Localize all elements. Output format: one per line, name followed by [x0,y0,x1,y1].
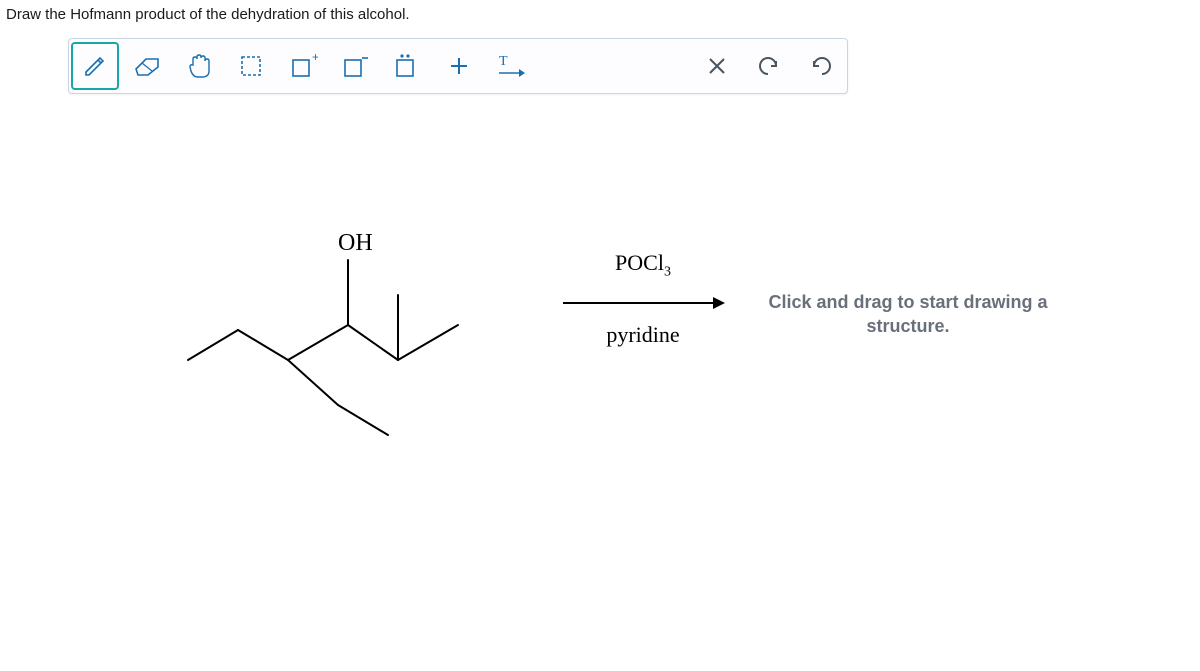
pencil-tool[interactable] [71,42,119,90]
text-arrow-tool[interactable]: T [485,40,537,92]
box-plus-tool[interactable]: + [277,40,329,92]
reagent-top: POCl3 [548,250,738,280]
drawing-toolbar: +T [68,38,848,94]
question-prompt: Draw the Hofmann product of the dehydrat… [6,6,410,23]
hand-tool[interactable] [173,40,225,92]
undo-tool[interactable] [743,40,795,92]
redo-tool[interactable] [795,40,847,92]
canvas-instruction: Click and drag to start drawing a struct… [768,290,1048,339]
clear-tool[interactable] [691,40,743,92]
eraser-tool[interactable] [121,40,173,92]
oh-label: OH [338,230,373,257]
svg-text:+: + [312,51,318,64]
plus-tool[interactable] [433,40,485,92]
drawing-canvas[interactable]: OH POCl3 pyridine Click and drag to star… [68,100,1170,661]
box-dots-tool[interactable] [381,40,433,92]
substrate-structure: OH [178,230,458,430]
box-minus-tool[interactable] [329,40,381,92]
marquee-tool[interactable] [225,40,277,92]
reaction-reagents: POCl3 pyridine [548,250,738,390]
reaction-arrow-icon [563,302,723,304]
svg-text:T: T [499,54,508,69]
reagent-bottom: pyridine [548,322,738,348]
